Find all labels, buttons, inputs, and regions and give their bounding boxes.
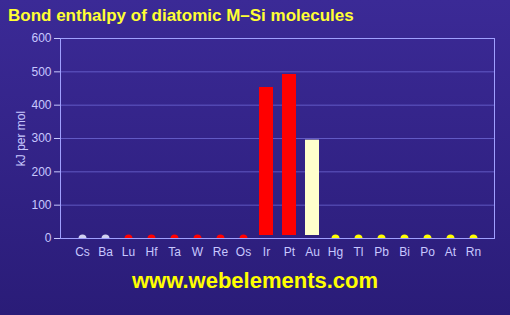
svg-text:200: 200 [31, 165, 51, 179]
svg-text:Hf: Hf [146, 245, 159, 259]
svg-text:Ir: Ir [263, 245, 270, 259]
svg-text:500: 500 [31, 65, 51, 79]
svg-text:Po: Po [420, 245, 435, 259]
svg-text:400: 400 [31, 98, 51, 112]
svg-text:Hg: Hg [328, 245, 343, 259]
svg-text:W: W [192, 245, 204, 259]
svg-text:kJ per mol: kJ per mol [14, 111, 28, 166]
svg-text:Os: Os [236, 245, 251, 259]
svg-text:300: 300 [31, 131, 51, 145]
svg-text:Rn: Rn [466, 245, 481, 259]
html-text:Bond enthalpy of diatomic M–Si: Bond enthalpy of diatomic M–Si molecules [8, 6, 354, 25]
svg-text:Pt: Pt [284, 245, 296, 259]
svg-text:Au: Au [305, 245, 320, 259]
svg-text:Cs: Cs [75, 245, 90, 259]
svg-text:Re: Re [213, 245, 229, 259]
svg-text:Pb: Pb [374, 245, 389, 259]
svg-text:Tl: Tl [354, 245, 364, 259]
svg-text:Ba: Ba [98, 245, 113, 259]
svg-text:Ta: Ta [168, 245, 181, 259]
svg-text:600: 600 [31, 31, 51, 45]
html-text:www.webelements.com: www.webelements.com [131, 268, 379, 293]
svg-text:At: At [445, 245, 457, 259]
svg-text:0: 0 [45, 231, 52, 245]
svg-text:Lu: Lu [122, 245, 135, 259]
svg-text:Bi: Bi [399, 245, 410, 259]
svg-text:100: 100 [31, 198, 51, 212]
